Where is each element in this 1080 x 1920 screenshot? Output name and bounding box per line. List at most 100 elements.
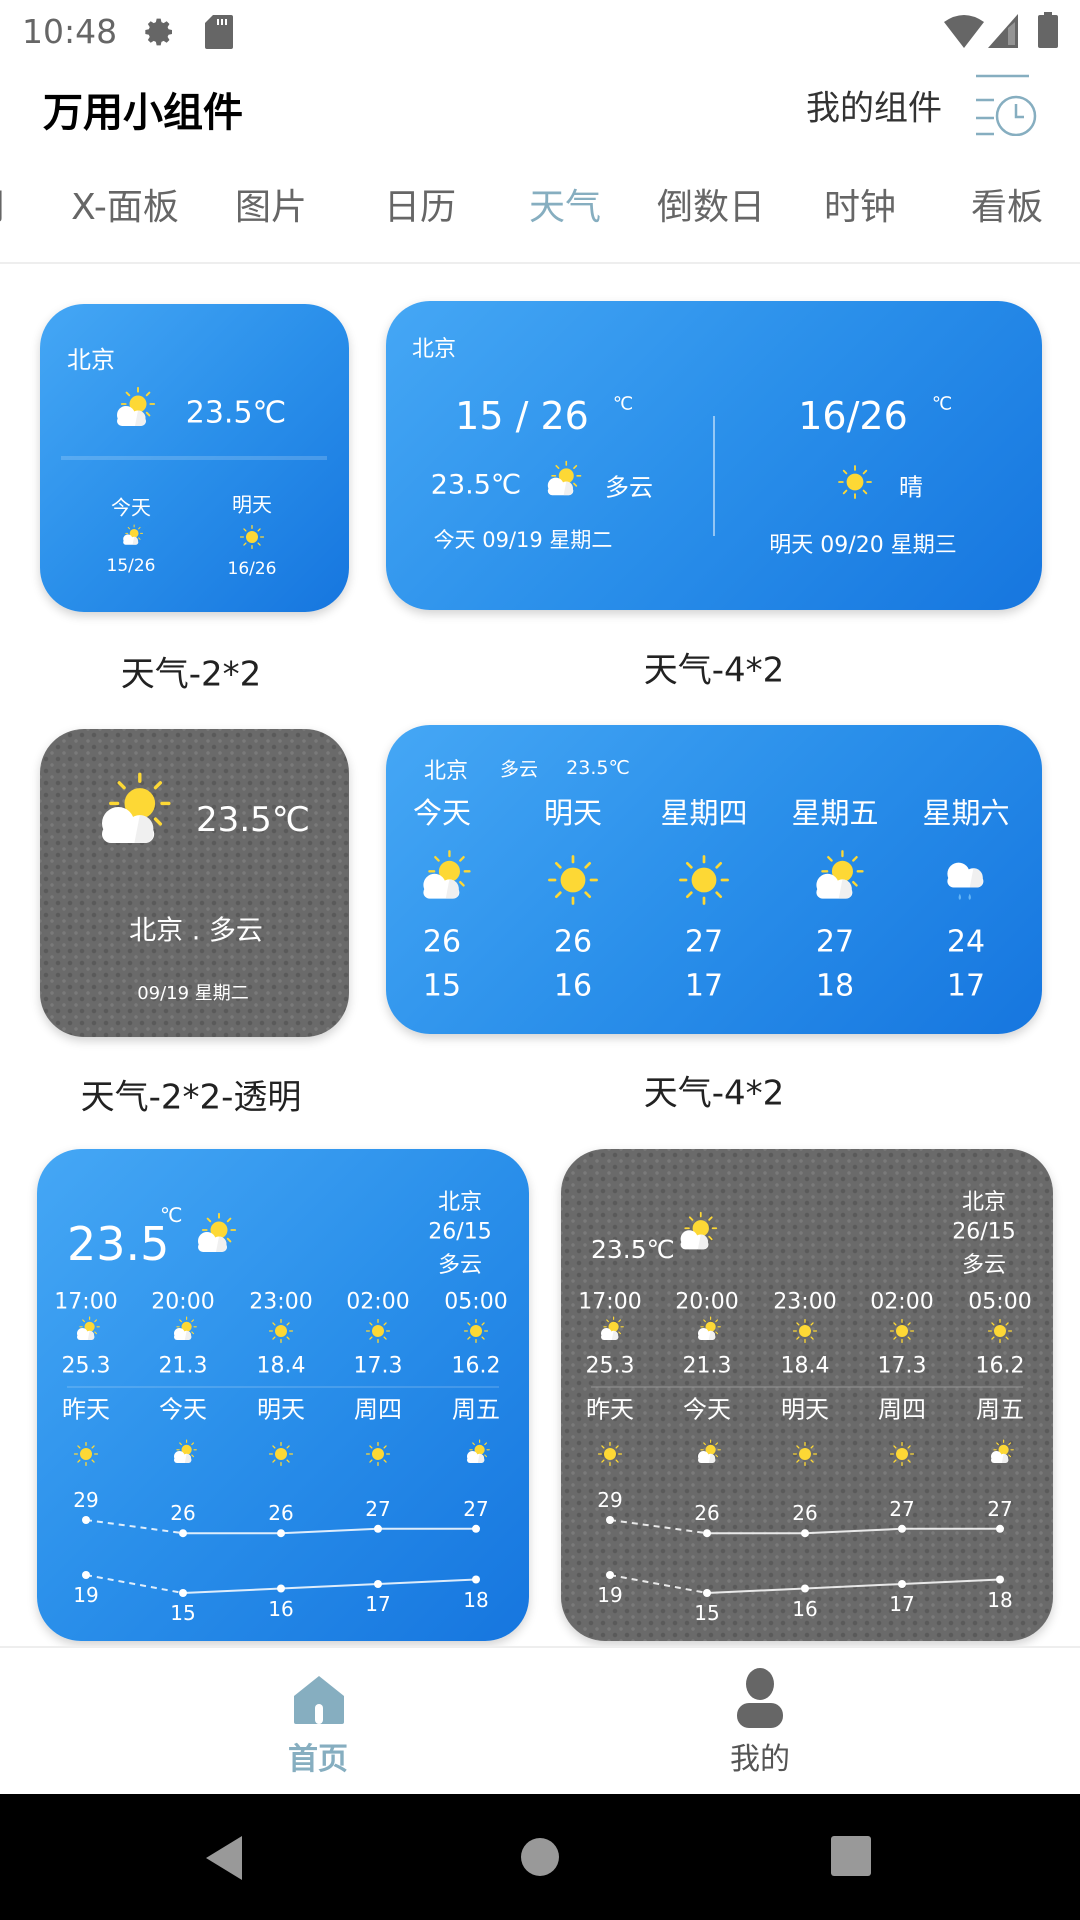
city: 北京 [437,1190,483,1215]
sun-icon [887,1439,917,1473]
low-line-segment [706,1587,806,1594]
low-temp-label: 19 [73,1583,99,1607]
sun-icon [595,1439,625,1473]
hour-time: 17:00 [578,1289,642,1315]
high-temp-label: 29 [597,1488,623,1512]
hour-time: 02:00 [346,1289,410,1315]
high-temp-label: 27 [463,1496,489,1521]
widget-weather-4x2[interactable]: 北京 15 / 26 ℃ 23.5℃ 多云 今天 09/19 星期二 16/26… [386,301,1042,610]
widget-weather-4x2-forecast[interactable]: 北京 多云 23.5℃ 今天 26 15 明天 26 16 星期四 27 17 星期五 27 18 星期… [386,725,1042,1034]
hour-time: 17:00 [54,1289,118,1315]
hour-time: 20:00 [151,1289,215,1315]
list-clock-icon[interactable] [974,74,1038,136]
temperature-chart [606,1516,1004,1597]
low-line-segment [901,1578,1001,1585]
partly-cloudy-icon [107,386,157,440]
temp-range: 26/15 [952,1219,1016,1245]
day-range: 15/26 [106,556,156,576]
low-temp-point [996,1575,1004,1584]
tab-0[interactable]: 月 [0,178,8,230]
tab-4[interactable]: 天气 [528,187,602,228]
low-temp-point [472,1575,480,1584]
sun-icon [237,522,267,556]
city: 北京 [961,1190,1007,1215]
tab-6[interactable]: 时钟 [823,187,897,228]
low-temp-label: 18 [987,1587,1013,1612]
current-temp: 23.5℃ [430,469,522,501]
hour-temp: 17.3 [353,1353,403,1379]
home-circle-icon[interactable] [520,1837,560,1877]
low-temp: 17 [684,968,724,1004]
current-temp: 23.5℃ [566,757,630,779]
recents-icon[interactable] [831,1836,871,1876]
high-line-segment [85,1519,184,1535]
hour-temp: 17.3 [877,1353,927,1379]
widget-weather-4x4-transparent[interactable]: 23.5℃ 北京 26/15 多云 17:00 25.3 20:00 21.3 23:00 18… [561,1149,1053,1641]
day-label: 星期四 [660,796,748,830]
sun-icon [542,849,604,915]
widget-weather-2x2[interactable]: 北京 23.5℃ 今天 15/26 明天 16/26 [40,304,349,612]
tab-5[interactable]: 倒数日 [656,187,766,228]
rain-icon [935,849,997,915]
nav-home[interactable]: 首页 [218,1648,418,1794]
widget-name: 天气-4*2 [643,650,785,691]
hour-temp: 21.3 [158,1353,208,1379]
today-condition: 多云 [605,473,653,502]
day-label: 昨天 [62,1395,110,1424]
nav-mine[interactable]: 我的 [660,1648,860,1794]
partly-cloudy-icon [804,849,866,915]
sun-icon [363,1439,393,1473]
status-time: 10:48 [22,12,118,51]
partly-cloudy-icon [188,1212,238,1266]
high-temp-label: 26 [792,1501,818,1526]
sun-icon [834,461,876,507]
sun-icon [790,1316,820,1350]
day-label: 今天 [111,495,151,520]
day-label: 明天 [232,492,272,517]
hour-temp: 25.3 [585,1353,635,1379]
high-temp-point [277,1529,285,1538]
divider [713,416,715,536]
low-temp: 17 [946,968,986,1004]
signal-icon [988,14,1018,48]
partly-cloudy-icon [411,849,473,915]
temperature-chart [82,1516,480,1597]
person-icon [737,1668,783,1728]
low-temp-label: 19 [597,1583,623,1607]
back-icon[interactable] [206,1836,244,1880]
tab-1[interactable]: X-面板 [71,187,179,228]
sun-icon [461,1316,491,1350]
current-temp: 23.5℃ [196,800,310,840]
low-temp-point [374,1580,382,1588]
widget-weather-2x2-transparent[interactable]: 23.5℃ 北京 . 多云 09/19 星期二 [40,729,349,1037]
high-temp: 26 [422,924,462,960]
day-label: 明天 [781,1395,829,1424]
my-widgets-button[interactable]: 我的组件 [806,88,942,129]
day-label: 周五 [452,1395,500,1424]
tab-3[interactable]: 日历 [383,187,457,228]
current-temp: 23.5 [67,1217,170,1271]
tab-2[interactable]: 图片 [234,187,308,228]
low-line-segment [85,1574,184,1594]
hour-temp: 16.2 [975,1353,1025,1379]
high-temp-label: 27 [889,1496,915,1521]
hour-temp: 21.3 [682,1353,732,1379]
low-temp-point [801,1584,809,1593]
widget-weather-4x4[interactable]: 23.5 ℃ 北京 26/15 多云 17:00 25.3 20:00 21.3 23:00 1… [37,1149,529,1641]
divider [67,1386,499,1388]
low-line-segment [280,1583,379,1590]
day-range: 16/26 [227,559,277,579]
city: 北京 [423,759,469,784]
system-nav-bar [0,1794,1080,1920]
current-temp: 23.5℃ [185,395,287,431]
low-temp: 16 [553,968,593,1004]
day-label: 明天 [257,1395,305,1424]
high-line-segment [804,1527,903,1535]
high-temp-point [82,1516,90,1524]
condition: 多云 [961,1253,1007,1278]
widget-name: 天气-4*2 [643,1073,785,1114]
condition: 多云 [499,758,539,781]
tab-7[interactable]: 看板 [970,187,1044,228]
hour-time: 23:00 [249,1289,313,1315]
low-temp-label: 17 [889,1592,915,1616]
